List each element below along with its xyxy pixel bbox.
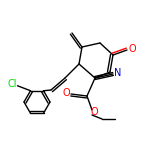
Text: N: N: [114, 68, 122, 78]
Text: Cl: Cl: [8, 79, 17, 89]
Text: O: O: [128, 44, 136, 54]
Text: O: O: [62, 88, 70, 98]
Text: O: O: [90, 107, 98, 117]
